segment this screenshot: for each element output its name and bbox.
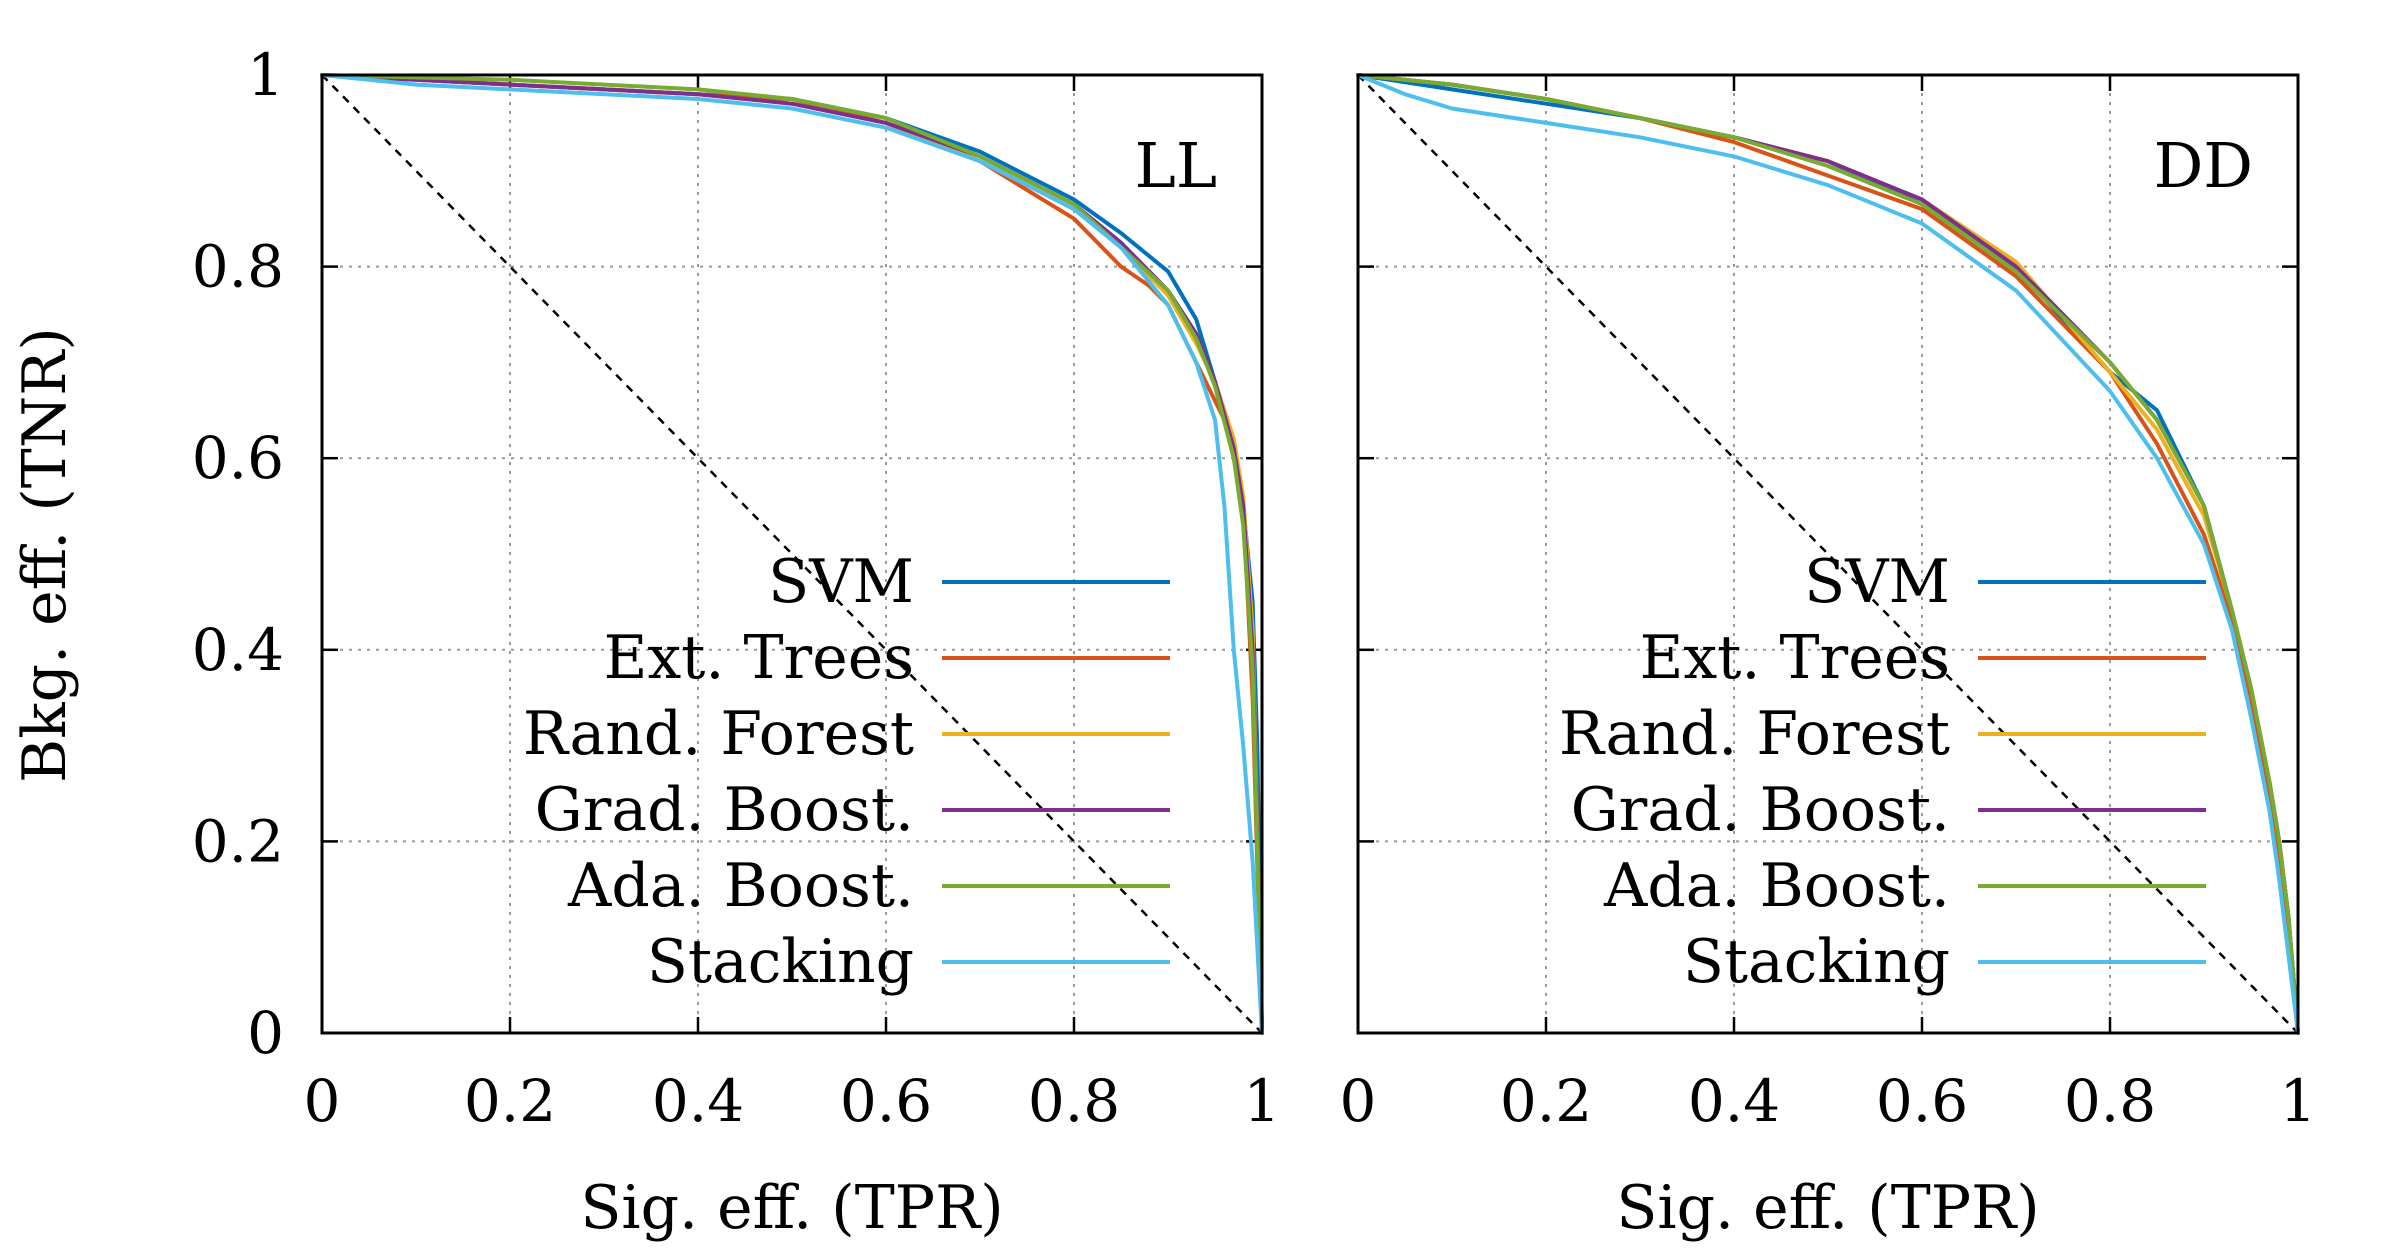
- plot-frame: [320, 73, 1264, 1035]
- panel-label: LL: [1135, 129, 1217, 202]
- roc-curve-grad-boost: [320, 73, 1264, 1035]
- x-tick-label: 0.8: [2064, 1067, 2156, 1135]
- x-tick-label: 0.2: [1500, 1067, 1592, 1135]
- legend-label: Rand. Forest: [1559, 699, 1950, 769]
- x-tick-label: 0: [1340, 1067, 1377, 1135]
- x-tick-label: 0.6: [1876, 1067, 1968, 1135]
- legend-label: SVM: [1804, 547, 1950, 617]
- y-tick-label: 0.2: [192, 807, 284, 875]
- y-tick-label: 0.8: [192, 233, 284, 301]
- x-tick-label: 1: [1244, 1067, 1281, 1135]
- x-tick-label: 0.4: [1688, 1067, 1780, 1135]
- roc-curve-stacking: [320, 73, 1264, 1035]
- x-axis-title: Sig. eff. (TPR): [580, 1173, 1003, 1243]
- roc-curve-stacking: [1356, 73, 2300, 1035]
- y-axis-title: Bkg. eff. (TNR): [10, 327, 80, 783]
- x-axis-title: Sig. eff. (TPR): [1616, 1173, 2039, 1243]
- y-tick-label: 0.4: [192, 616, 284, 684]
- panel-label: DD: [2154, 129, 2253, 202]
- y-tick-label: 0: [247, 999, 284, 1067]
- x-tick-label: 1: [2280, 1067, 2317, 1135]
- legend-label: Rand. Forest: [523, 699, 914, 769]
- legend-label: Grad. Boost.: [535, 775, 914, 845]
- legend-label: SVM: [768, 547, 914, 617]
- x-tick-label: 0.2: [464, 1067, 556, 1135]
- legend-label: Stacking: [1683, 927, 1950, 997]
- panel-ll: 0 0.2 0.4 0.6 0.8 1 0 0.2 0.4 0.6 0.8 1 Sig. eff. (T…: [192, 41, 1281, 1243]
- legend-label: Ext. Trees: [1640, 623, 1950, 693]
- legend-label: Grad. Boost.: [1571, 775, 1950, 845]
- y-tick-label: 1: [247, 41, 284, 109]
- plot-frame: [1356, 73, 2300, 1035]
- y-tick-label: 0.6: [192, 424, 284, 492]
- x-tick-label: 0: [304, 1067, 341, 1135]
- x-tick-label: 0.4: [652, 1067, 744, 1135]
- roc-curve-ada-boost: [1356, 73, 2300, 1035]
- x-tick-label: 0.8: [1028, 1067, 1120, 1135]
- x-tick-label: 0.6: [840, 1067, 932, 1135]
- legend-label: Ada. Boost.: [1603, 851, 1950, 921]
- legend-label: Ext. Trees: [604, 623, 914, 693]
- legend-label: Ada. Boost.: [567, 851, 914, 921]
- legend-label: Stacking: [647, 927, 914, 997]
